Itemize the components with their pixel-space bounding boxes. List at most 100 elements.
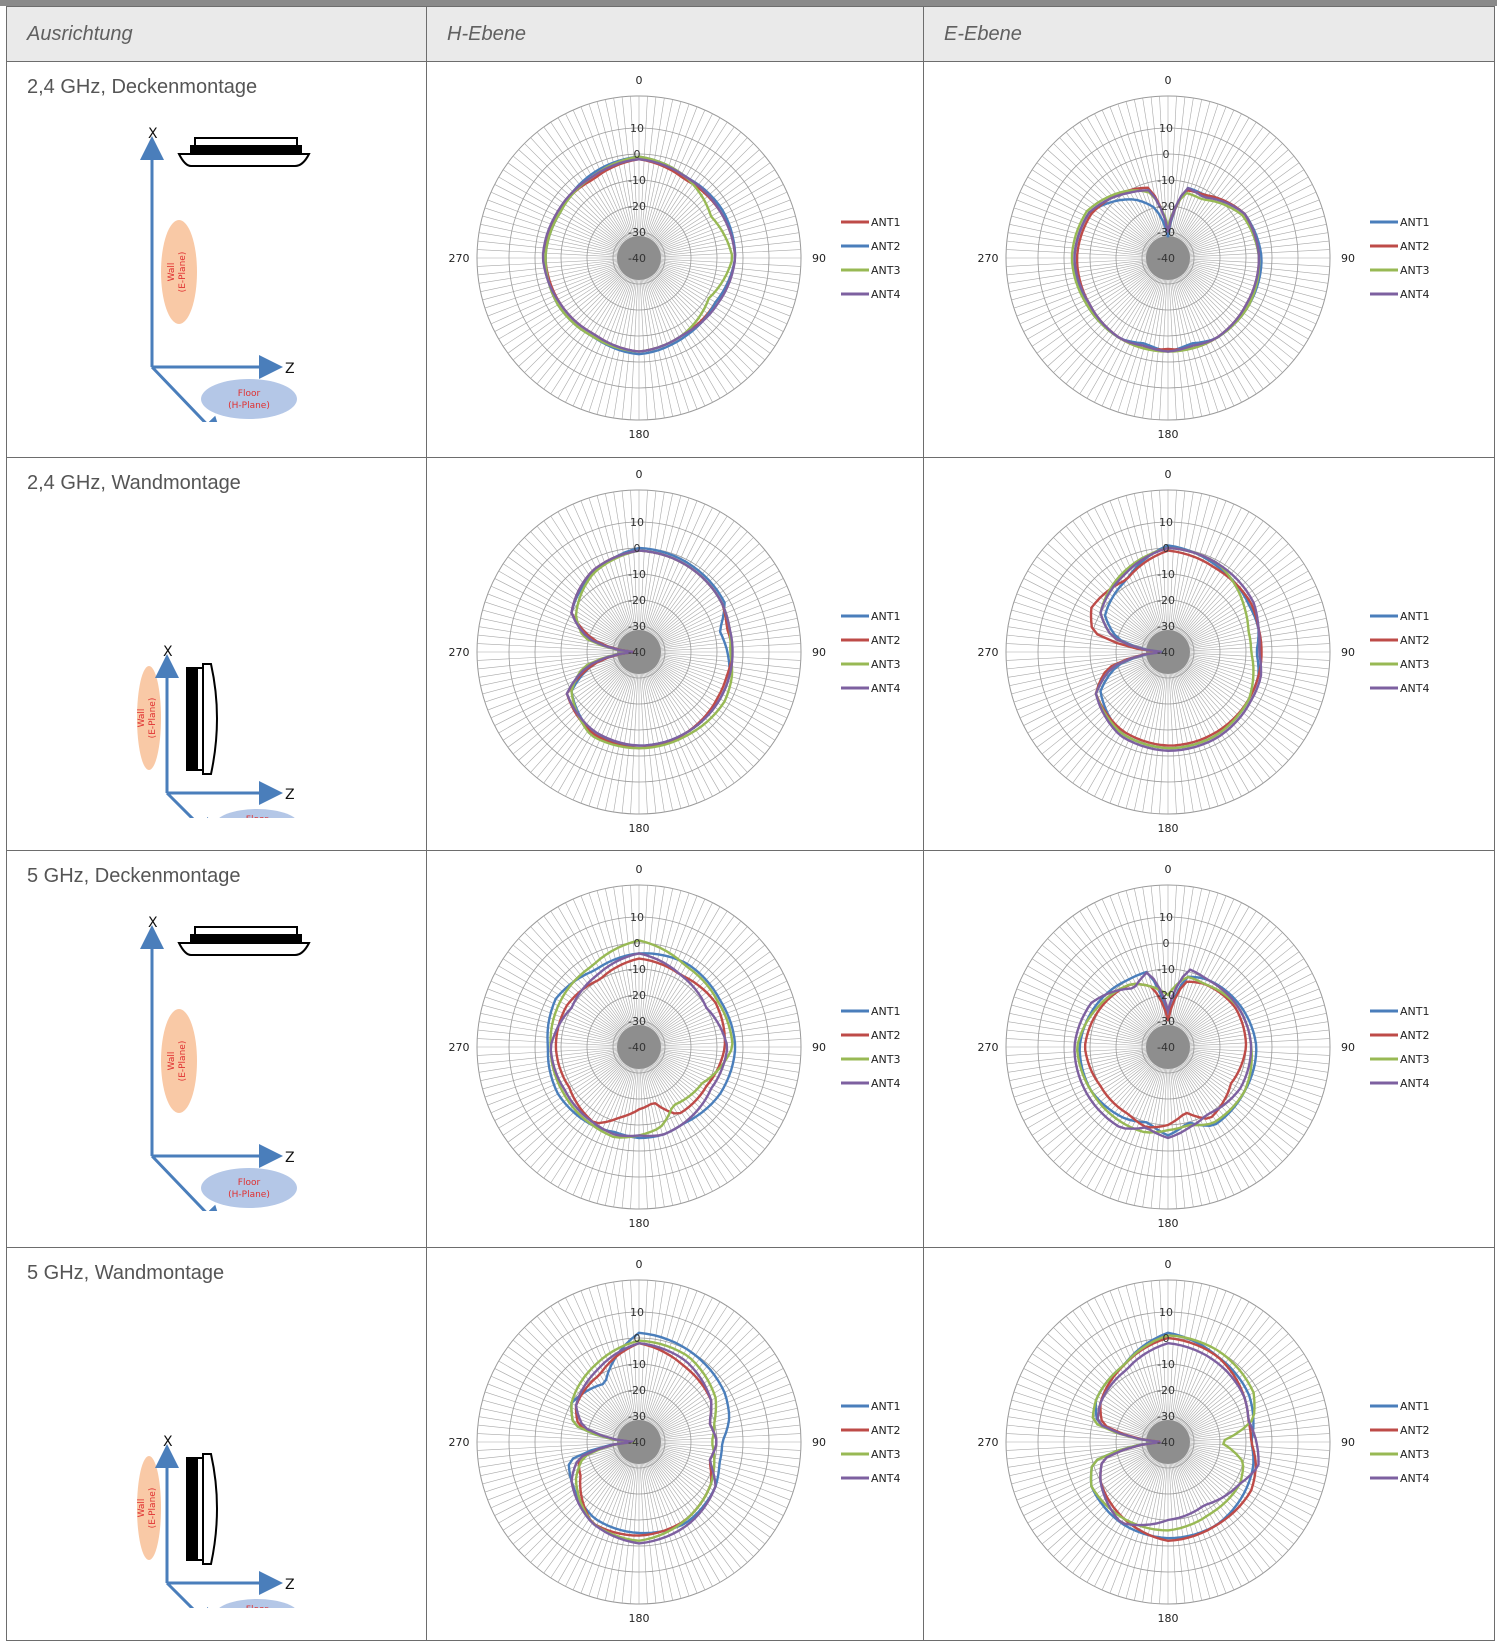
radial-tick-label: 10 <box>1159 122 1173 135</box>
floor-label: Floor <box>246 815 269 818</box>
radial-tick-label: -20 <box>628 989 646 1002</box>
legend-label: ANT3 <box>1400 1448 1429 1461</box>
polar-center-blob <box>617 1025 661 1069</box>
h-plane-polar-chart: 10 0 -10 -20 -30 -40 0 90 180 270 ANT1 ANT2 ANT3 ANT4 <box>427 851 923 1247</box>
legend-label: ANT4 <box>1400 288 1429 301</box>
legend-label: ANT1 <box>871 1005 900 1018</box>
polar-grid-circle <box>534 1337 744 1547</box>
polar-grid-circle <box>1037 1311 1299 1573</box>
radial-tick-label: 0 <box>1163 937 1170 950</box>
radial-tick-label: -20 <box>1157 200 1175 213</box>
legend-label: ANT4 <box>1400 1077 1429 1090</box>
header-cell-orientation: Ausrichtung <box>6 6 427 62</box>
legend-label: ANT2 <box>1400 1424 1429 1437</box>
polar-spokes <box>477 490 801 814</box>
angle-tick-label: 270 <box>978 252 999 265</box>
radial-tick-label: -10 <box>1157 568 1175 581</box>
e-plane-polar-chart: 10 0 -10 -20 -30 -40 0 90 180 270 ANT1 ANT2 ANT3 ANT4 <box>924 1248 1494 1640</box>
polar-spokes <box>477 885 801 1209</box>
h-plane-cell: 10 0 -10 -20 -30 -40 0 90 180 270 ANT1 ANT2 ANT3 ANT4 <box>426 61 924 458</box>
legend-label: ANT4 <box>871 682 900 695</box>
column-header-h-plane: H-Ebene <box>447 23 526 45</box>
radial-tick-label: -30 <box>1157 1015 1175 1028</box>
polar-center-blob <box>617 1420 661 1464</box>
radial-tick-label: -10 <box>628 568 646 581</box>
polar-grid-circle <box>560 179 718 337</box>
orientation-diagram: Wall(E-Plane)Floor(H-Plane)XZY <box>127 122 367 454</box>
radial-tick-label: -40 <box>628 1041 646 1054</box>
angle-tick-label: 180 <box>629 1217 650 1230</box>
polar-spokes <box>1006 885 1330 1209</box>
axis-label: Z <box>285 361 295 377</box>
polar-chart-svg: 10 0 -10 -20 -30 -40 0 90 180 270 ANT1 ANT2 ANT3 ANT4 <box>978 468 1430 835</box>
polar-center-blob <box>1146 1025 1190 1069</box>
angle-tick-label: 270 <box>978 646 999 659</box>
radial-tick-label: -40 <box>628 1436 646 1449</box>
polar-center-blob <box>1146 236 1190 280</box>
row-label: 2,4 GHz, Wandmontage <box>27 472 241 494</box>
access-point-wall-icon <box>186 663 218 775</box>
row-label: 5 GHz, Wandmontage <box>27 1262 225 1284</box>
radial-tick-label: -30 <box>628 1015 646 1028</box>
polar-grid-circle <box>612 625 666 679</box>
access-point-wall-icon <box>186 1453 218 1565</box>
polar-grid-circle <box>1037 521 1299 783</box>
radial-tick-label: 10 <box>630 1306 644 1319</box>
h-plane-polar-chart: 10 0 -10 -20 -30 -40 0 90 180 270 ANT1 ANT2 ANT3 ANT4 <box>427 1248 923 1640</box>
e-plane-cell: 10 0 -10 -20 -30 -40 0 90 180 270 ANT1 ANT2 ANT3 ANT4 <box>923 457 1495 851</box>
radial-tick-label: 0 <box>1163 148 1170 161</box>
series-line-ant1 <box>1078 970 1258 1137</box>
wall-label: Wall <box>137 1499 147 1518</box>
angle-tick-label: 270 <box>449 1436 470 1449</box>
table-row: 2,4 GHz, WandmontageWall(E-Plane)Floor(H… <box>6 457 1495 856</box>
legend-label: ANT4 <box>871 1472 900 1485</box>
series-line-ant4 <box>565 549 734 747</box>
polar-grid-circle <box>1063 153 1273 363</box>
radial-tick-label: 0 <box>634 937 641 950</box>
radial-tick-label: 10 <box>1159 911 1173 924</box>
series-line-ant1 <box>546 952 737 1140</box>
orientation-cell: 2,4 GHz, WandmontageWall(E-Plane)Floor(H… <box>6 457 427 856</box>
y-axis-arrow <box>165 791 217 843</box>
floor-label: (H-Plane) <box>228 401 270 411</box>
header-cell-h-plane: H-Ebene <box>426 6 924 62</box>
polar-grid-circle <box>612 1020 666 1074</box>
legend-label: ANT4 <box>871 1077 900 1090</box>
wall-label: Wall <box>167 263 177 282</box>
wall-label: (E-Plane) <box>148 698 158 739</box>
axis-label: X <box>148 915 158 931</box>
floor-label: (H-Plane) <box>228 1190 270 1200</box>
polar-grid-circle <box>612 1415 666 1469</box>
radial-tick-label: -30 <box>1157 1410 1175 1423</box>
legend-label: ANT4 <box>1400 682 1429 695</box>
polar-grid-circle <box>586 1389 692 1495</box>
radial-tick-label: -10 <box>628 174 646 187</box>
legend-label: ANT1 <box>871 216 900 229</box>
angle-tick-label: 90 <box>812 646 826 659</box>
e-plane-cell: 10 0 -10 -20 -30 -40 0 90 180 270 ANT1 ANT2 ANT3 ANT4 <box>923 850 1495 1248</box>
polar-chart-svg: 10 0 -10 -20 -30 -40 0 90 180 270 ANT1 ANT2 ANT3 ANT4 <box>449 1258 901 1625</box>
angle-tick-label: 180 <box>629 1612 650 1625</box>
angle-tick-label: 0 <box>1165 1258 1172 1271</box>
angle-tick-label: 90 <box>1341 1436 1355 1449</box>
polar-center-blob <box>617 236 661 280</box>
radial-tick-label: 0 <box>1163 542 1170 555</box>
angle-tick-label: 90 <box>812 252 826 265</box>
radial-tick-label: 10 <box>630 516 644 529</box>
row-label: 2,4 GHz, Deckenmontage <box>27 76 258 98</box>
series-line-ant4 <box>1096 1341 1260 1527</box>
wall-label: (E-Plane) <box>148 1488 158 1529</box>
polar-grid-circle <box>1115 599 1221 705</box>
legend-label: ANT3 <box>1400 264 1429 277</box>
wall-ellipse <box>137 1456 161 1560</box>
legend-label: ANT4 <box>871 288 900 301</box>
legend-label: ANT1 <box>1400 1005 1429 1018</box>
radial-tick-label: 10 <box>1159 1306 1173 1319</box>
angle-tick-label: 270 <box>978 1436 999 1449</box>
top-bar <box>0 0 1497 6</box>
legend-label: ANT3 <box>1400 658 1429 671</box>
radial-tick-label: -30 <box>628 226 646 239</box>
radial-tick-label: -30 <box>628 1410 646 1423</box>
angle-tick-label: 0 <box>636 468 643 481</box>
legend-label: ANT3 <box>1400 1053 1429 1066</box>
